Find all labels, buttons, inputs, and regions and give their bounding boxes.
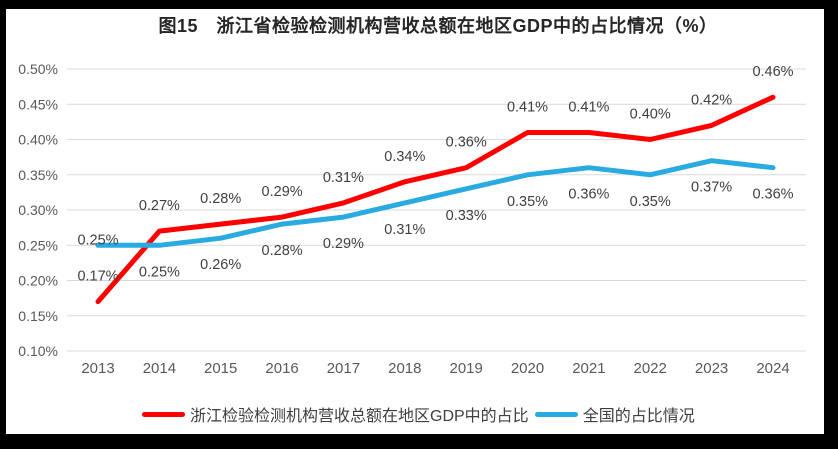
legend: 浙江检验检测机构营收总额在地区GDP中的占比 全国的占比情况 xyxy=(142,402,695,426)
y-axis-tick-label: 0.40% xyxy=(18,132,58,148)
data-label: 0.36% xyxy=(446,135,487,151)
y-axis-tick-label: 0.30% xyxy=(18,202,58,218)
data-label: 0.42% xyxy=(691,92,732,108)
legend-label-national: 全国的占比情况 xyxy=(582,408,695,425)
data-label: 0.26% xyxy=(200,257,241,273)
data-label: 0.25% xyxy=(139,264,180,280)
y-axis-tick-label: 0.25% xyxy=(18,237,58,253)
y-axis-tick-label: 0.45% xyxy=(18,96,58,112)
x-axis-tick-label: 2015 xyxy=(204,360,237,377)
data-label: 0.41% xyxy=(507,100,548,116)
data-label: 0.28% xyxy=(262,243,303,259)
chart-title: 图15 浙江省检验检测机构营收总额在地区GDP中的占比情况（%） xyxy=(158,16,718,36)
x-axis-tick-label: 2017 xyxy=(327,360,360,377)
data-label: 0.36% xyxy=(568,187,609,203)
data-label: 0.46% xyxy=(752,64,793,80)
data-label: 0.31% xyxy=(384,222,425,238)
y-axis-tick-label: 0.50% xyxy=(18,61,58,77)
x-axis-tick-label: 2023 xyxy=(695,360,728,377)
x-axis-tick-label: 2022 xyxy=(634,360,667,377)
x-axis-tick-label: 2014 xyxy=(143,360,176,377)
data-label: 0.17% xyxy=(77,269,118,285)
x-axis-tick-label: 2013 xyxy=(81,360,114,377)
x-axis-tick-label: 2018 xyxy=(388,360,421,377)
data-label: 0.28% xyxy=(200,191,241,207)
legend-swatch-zhejiang-line-icon xyxy=(142,411,185,417)
data-label: 0.37% xyxy=(691,180,732,196)
data-label: 0.25% xyxy=(77,232,118,248)
x-axis-tick-label: 2024 xyxy=(756,360,789,377)
legend-label-zhejiang: 浙江检验检测机构营收总额在地区GDP中的占比 xyxy=(190,408,529,425)
y-axis-tick-label: 0.15% xyxy=(18,308,58,324)
legend-swatch-national-line-icon xyxy=(534,411,578,417)
x-axis-tick-label: 2021 xyxy=(572,360,605,377)
data-label: 0.31% xyxy=(323,170,364,186)
y-axis-tick-label: 0.35% xyxy=(18,167,58,183)
data-label: 0.33% xyxy=(446,208,487,224)
y-axis-tick-label: 0.20% xyxy=(18,273,58,289)
data-label: 0.35% xyxy=(507,194,548,210)
chart-panel xyxy=(6,9,824,434)
x-axis-tick-label: 2019 xyxy=(450,360,483,377)
data-label: 0.40% xyxy=(630,107,671,123)
y-axis-tick-label: 0.10% xyxy=(18,343,58,359)
series-line-zhejiang xyxy=(95,94,776,305)
data-label: 0.27% xyxy=(139,198,180,214)
series-line-national xyxy=(95,158,776,248)
data-label: 0.36% xyxy=(752,187,793,203)
data-label: 0.34% xyxy=(384,149,425,165)
data-label: 0.29% xyxy=(323,236,364,252)
data-label: 0.35% xyxy=(630,194,671,210)
x-axis-tick-label: 2016 xyxy=(265,360,298,377)
data-label: 0.41% xyxy=(568,100,609,116)
data-label: 0.29% xyxy=(262,184,303,200)
x-axis-tick-label: 2020 xyxy=(511,360,544,377)
